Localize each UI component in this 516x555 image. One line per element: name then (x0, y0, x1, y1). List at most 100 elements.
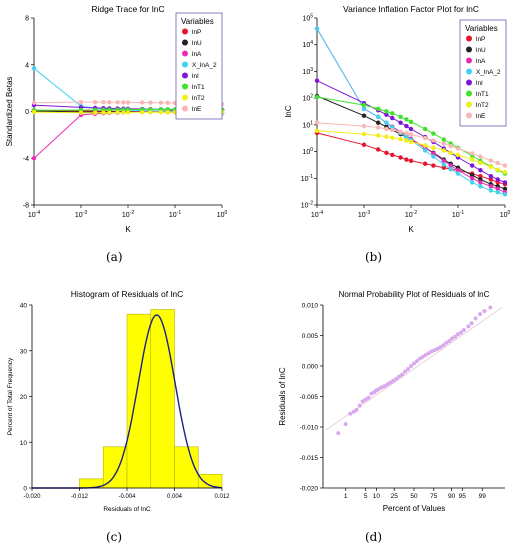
data-point (404, 117, 409, 122)
data-point (409, 364, 414, 368)
y-axis-label: Residuals of lnC (278, 367, 287, 425)
data-point (488, 184, 494, 189)
data-point (390, 152, 395, 158)
data-point (455, 146, 461, 151)
legend-entry: lnT2 (476, 102, 489, 109)
y-tick-label: -0.020 (300, 486, 319, 493)
data-point (502, 180, 508, 185)
data-point (495, 177, 500, 182)
data-point (375, 133, 381, 138)
data-point (363, 397, 368, 402)
legend-entry: lnT2 (192, 95, 205, 102)
data-point (469, 321, 474, 326)
vif-chart: 10-4 10-3 10-2 10-1 100 10-2 10-1 100 101 102 103 1… (284, 4, 511, 234)
data-point (469, 151, 475, 156)
legend-marker (466, 35, 472, 42)
legend-marker (182, 28, 188, 35)
data-point (139, 110, 145, 115)
data-point (408, 126, 414, 132)
data-point (361, 142, 367, 147)
data-point (397, 374, 402, 379)
data-point (78, 110, 84, 115)
x-tick-label: -0.004 (118, 494, 136, 500)
data-point (441, 165, 447, 170)
data-point (422, 126, 428, 132)
data-point (455, 168, 461, 173)
data-point (404, 157, 409, 162)
data-point (408, 158, 414, 164)
data-point (441, 137, 447, 142)
data-point (314, 26, 320, 31)
x-tick-label: -0.020 (23, 494, 41, 500)
x-tick-label: 50 (410, 493, 418, 500)
x-tick-label: 10-1 (169, 210, 181, 219)
data-point (404, 134, 409, 139)
panel-label-c: (c) (106, 530, 123, 544)
y-tick-label: 0 (25, 109, 29, 116)
data-point (101, 99, 106, 105)
data-point (375, 147, 381, 152)
data-point (357, 403, 362, 408)
y-tick-label: -4 (23, 156, 29, 163)
data-point (31, 66, 37, 71)
data-point (502, 192, 508, 197)
data-point (92, 99, 98, 105)
data-point (388, 380, 393, 385)
data-point (469, 157, 475, 162)
chart-title: Variance Inflation Factor Plot for lnC (343, 4, 479, 14)
data-point (469, 163, 475, 168)
data-point (384, 120, 389, 125)
data-point (398, 137, 403, 142)
data-point (469, 173, 475, 178)
x-tick-label: 10-4 (28, 210, 40, 219)
data-point (31, 109, 37, 115)
data-point (390, 127, 395, 133)
x-tick-label: 99 (479, 493, 487, 500)
data-point (158, 100, 164, 105)
y-tick-label: -0.010 (300, 425, 319, 432)
data-point (453, 334, 458, 339)
data-point (488, 164, 494, 169)
legend-marker (182, 72, 188, 79)
data-point (101, 110, 106, 115)
panel-label-b: (b) (365, 250, 383, 264)
y-axis-label: lnC (284, 105, 293, 117)
y-tick-label: 100 (302, 147, 313, 156)
data-point (404, 123, 409, 129)
legend-entry: X_lnA_2 (476, 69, 501, 76)
legend-entry: lnA (192, 51, 202, 58)
chart-title: Normal Probability Plot of Residuals of … (339, 290, 490, 299)
data-point (354, 407, 359, 412)
data-point (390, 115, 395, 121)
data-point (115, 100, 120, 105)
data-point (444, 340, 449, 345)
data-point (488, 305, 493, 310)
y-tick-label: 105 (302, 14, 313, 23)
data-point (473, 316, 478, 321)
legend-title: Variables (465, 24, 498, 33)
data-point (412, 361, 416, 366)
data-point (121, 100, 126, 105)
y-tick-label: -8 (23, 203, 29, 210)
data-point (391, 378, 396, 383)
legend-marker (466, 90, 472, 97)
data-point (435, 346, 440, 351)
data-point (422, 161, 428, 166)
data-point (314, 128, 320, 133)
legend-marker (466, 79, 472, 86)
x-axis-label: Residuals of lnC (103, 506, 151, 513)
data-point (495, 190, 500, 195)
x-tick-label: 10-2 (405, 210, 417, 219)
legend-marker (182, 39, 188, 46)
data-point (441, 141, 447, 146)
data-point (441, 162, 447, 167)
data-point (488, 158, 494, 163)
data-point (408, 119, 414, 125)
y-tick-label: 8 (25, 16, 29, 23)
legend-entry: lnI (476, 80, 483, 87)
series-lnT2 (314, 128, 508, 175)
data-point (448, 143, 453, 149)
data-point (431, 145, 436, 150)
x-tick-label: 0.012 (214, 494, 230, 500)
y-tick-label: -0.005 (300, 394, 319, 401)
